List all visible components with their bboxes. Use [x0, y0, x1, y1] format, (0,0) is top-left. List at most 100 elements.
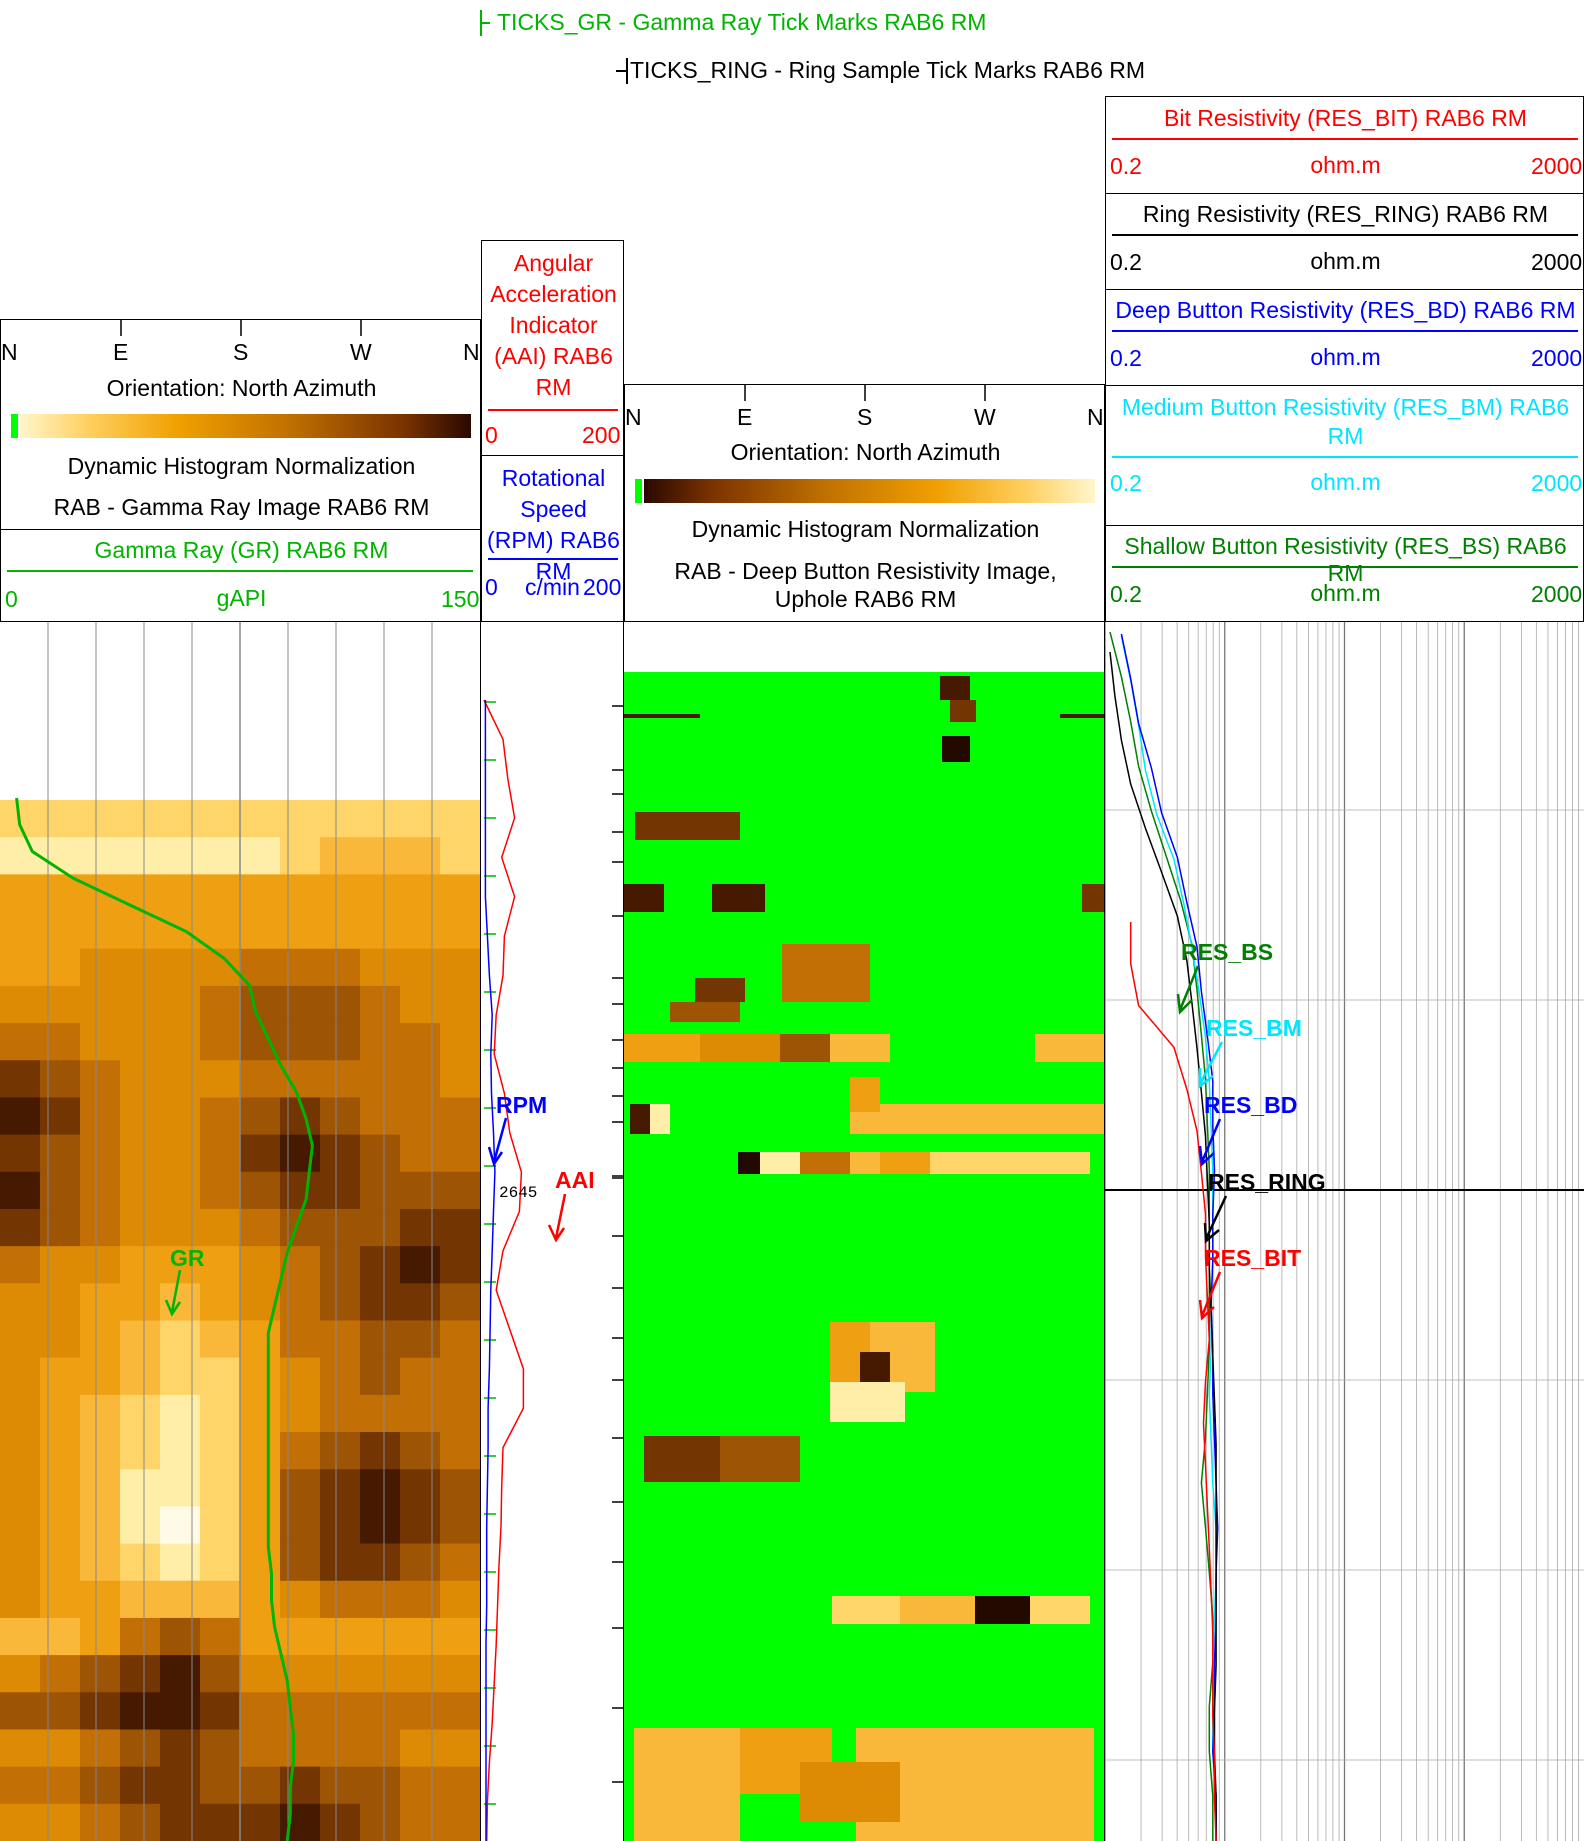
resistivity-image-block [700, 1034, 780, 1062]
gr-image-cell [160, 1134, 201, 1173]
gr-image-cell [280, 1060, 321, 1098]
gr-scale-unit: gAPI [216, 585, 267, 611]
gr-image-cell [240, 1246, 281, 1284]
gr-image-cell [160, 1320, 201, 1359]
resistivity-image-block [830, 1034, 890, 1062]
gr-image-cell [360, 1023, 401, 1061]
gr-image-cell [40, 1060, 81, 1098]
gr-image-cell [280, 1803, 321, 1841]
rpm-curve-line [488, 558, 618, 560]
res-bit-max: 2000 [1531, 153, 1583, 179]
gr-image-cell [160, 1469, 201, 1507]
gr-image-cell [400, 1283, 441, 1321]
gr-image-cell [240, 1023, 281, 1061]
res-ring-min: 0.2 [1110, 249, 1142, 275]
gr-image-cell [440, 1543, 481, 1582]
gr-image-cell [360, 1803, 401, 1841]
gr-image-cell [440, 1617, 481, 1656]
gr-image-cell [360, 1506, 401, 1545]
gr-image-cell [280, 948, 321, 987]
res-ring-block: Ring Resistivity (RES_RING) RAB6 RM 0.2 … [1106, 193, 1584, 290]
gr-image-cell [80, 1617, 121, 1656]
gr-image-cell [400, 1394, 441, 1433]
gr-image-cell [440, 948, 481, 987]
resistivity-image-block [860, 1352, 890, 1382]
gr-image-cell [120, 1023, 161, 1061]
rpm-scale-max: 200 [583, 574, 622, 600]
gr-image-cell [440, 1655, 481, 1693]
gr-image-cell [120, 1766, 161, 1805]
gr-image-cell [80, 1208, 121, 1247]
gr-image-cell [360, 985, 401, 1024]
resistivity-image-block [832, 1596, 900, 1624]
gr-image-cell [200, 1283, 241, 1321]
track1-compass-n2: N [463, 339, 480, 365]
gr-image-cell [400, 1543, 441, 1582]
gr-image-cell [160, 1432, 201, 1470]
gr-image-cell [40, 1023, 81, 1061]
track3-orientation: Orientation: North Azimuth [730, 439, 1001, 465]
gr-image-cell [240, 1394, 281, 1433]
gr-image-cell [280, 800, 321, 838]
gr-image-cell [320, 1023, 361, 1061]
tick-marks [484, 701, 624, 1805]
gr-image-cell [400, 1506, 441, 1545]
gr-image-cell [400, 1729, 441, 1768]
gr-image-cell [0, 1580, 41, 1619]
track3-compass-e: E [737, 404, 753, 430]
gr-image-cell [0, 1320, 41, 1359]
gr-image-cell [440, 1134, 481, 1173]
gr-image-cell [280, 1729, 321, 1768]
track4-grid [1104, 622, 1584, 1841]
gr-image-cell [240, 1432, 281, 1470]
gr-image-cell [280, 1432, 321, 1470]
gr-image-cell [280, 1134, 321, 1173]
gr-image-cell [120, 1246, 161, 1284]
track1-compass-s: S [233, 339, 249, 365]
resistivity-image-block [1082, 884, 1105, 912]
gr-image-cell [80, 874, 121, 913]
track3-compass-s: S [857, 404, 873, 430]
gr-image-cell [0, 1655, 41, 1693]
res-bm-curve [1120, 635, 1217, 1841]
gr-image-cell [320, 1506, 361, 1545]
resistivity-image-block [738, 1152, 760, 1174]
gr-image-cell [120, 1283, 161, 1321]
res-bs-curve-label: RES_BS [1181, 939, 1273, 965]
resistivity-image-strip [1060, 714, 1105, 718]
gr-image-cell [400, 948, 441, 987]
gr-image-cell [320, 1394, 361, 1433]
track1-colorbar [20, 414, 471, 438]
gr-image-cell [80, 1357, 121, 1396]
gr-image-cell [80, 985, 121, 1024]
resistivity-image-block [800, 1152, 850, 1174]
gr-image-cell [40, 1208, 81, 1247]
gr-curve-line [7, 570, 473, 572]
gr-image-cell [200, 1023, 241, 1061]
gr-image-cell [320, 1171, 361, 1210]
gr-image-cell [160, 985, 201, 1024]
gr-image-cell [440, 1283, 481, 1321]
gr-image-cell [200, 1729, 241, 1768]
track3-colorbar [644, 479, 1095, 503]
gr-image-cell [360, 1617, 401, 1656]
ticks-ring-header: TICKS_RING - Ring Sample Tick Marks RAB6… [610, 56, 1170, 86]
gr-image-cell [240, 1208, 281, 1247]
gr-image-cell [160, 1803, 201, 1841]
gr-image-cell [160, 874, 201, 913]
gr-image-cell [40, 1432, 81, 1470]
gr-image-cell [200, 800, 241, 838]
gr-image-cell [320, 1246, 361, 1284]
res-bd-unit: ohm.m [1310, 344, 1381, 370]
gr-image-cell [360, 1394, 401, 1433]
resistivity-image-block [850, 1104, 1105, 1134]
gr-image-cell [400, 800, 441, 838]
gr-image-cell [160, 1580, 201, 1619]
gr-image-cell [440, 1469, 481, 1507]
gr-image-cell [400, 1097, 441, 1136]
res-ring-line [1112, 234, 1578, 236]
track3-normalization: Dynamic Histogram Normalization [691, 516, 1040, 542]
gr-image-cell [120, 1171, 161, 1210]
gamma-ray-image [0, 800, 481, 1841]
gr-image-cell [280, 1766, 321, 1805]
